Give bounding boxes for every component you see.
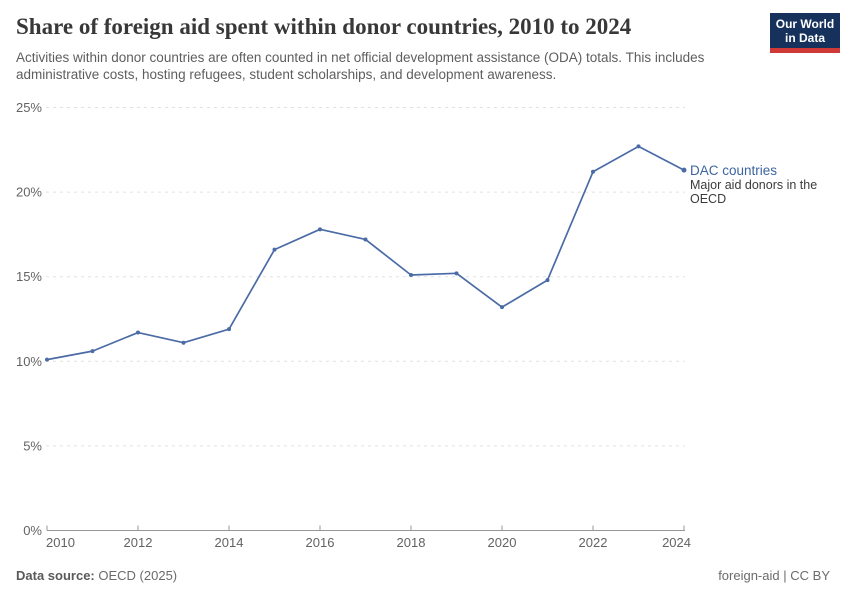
- y-tick-label-20: 20%: [16, 185, 42, 200]
- data-point-2018[interactable]: [409, 273, 413, 278]
- footer-link-cc-by[interactable]: CC BY: [790, 568, 830, 583]
- x-tick-label-2014: 2014: [215, 535, 244, 550]
- y-tick-label-15: 15%: [16, 269, 42, 284]
- y-tick-label-0: 0%: [23, 523, 42, 538]
- logo-text-line2: in Data: [784, 30, 825, 45]
- data-source: Data source: OECD (2025): [16, 568, 177, 583]
- data-point-2011[interactable]: [90, 349, 95, 354]
- data-point-2021[interactable]: [545, 278, 550, 283]
- data-point-2015[interactable]: [272, 247, 277, 252]
- data-point-2020[interactable]: [500, 305, 504, 310]
- data-point-2022[interactable]: [591, 169, 595, 174]
- y-tick-label-5: 5%: [23, 438, 42, 453]
- page-title: Share of foreign aid spent within donor …: [16, 14, 632, 39]
- y-tick-label-10: 10%: [16, 354, 42, 369]
- series-description-line-2: OECD: [690, 192, 726, 206]
- chart-footer: Data source: OECD (2025) foreign-aid | C…: [16, 568, 830, 583]
- owid-logo[interactable]: Our World in Data: [770, 13, 840, 53]
- data-point-2019[interactable]: [454, 271, 459, 276]
- x-tick-label-2016: 2016: [306, 535, 335, 550]
- data-source-value: OECD (2025): [98, 568, 178, 583]
- data-point-2012[interactable]: [136, 330, 140, 335]
- y-tick-label-25: 25%: [16, 100, 42, 115]
- logo-text-line1: Our World: [775, 16, 835, 31]
- x-tick-label-2024: 2024: [662, 535, 691, 550]
- data-point-2013[interactable]: [181, 340, 186, 345]
- data-line-dac-countries[interactable]: [46, 145, 685, 361]
- data-point-2014[interactable]: [227, 327, 231, 332]
- footer-link-foreign-aid[interactable]: foreign-aid: [718, 568, 780, 583]
- x-tick-label-2018: 2018: [397, 535, 426, 550]
- data-point-2016[interactable]: [318, 227, 322, 232]
- license-note: foreign-aid | CC BY: [718, 568, 830, 583]
- series-description-line-1: Major aid donors in the: [690, 178, 817, 192]
- footer-separator: |: [783, 568, 787, 583]
- data-point-2010[interactable]: [45, 357, 49, 362]
- series-label-dac-countries[interactable]: DAC countries: [690, 163, 777, 178]
- data-point-2023[interactable]: [636, 144, 641, 149]
- data-source-label: Data source:: [16, 568, 95, 583]
- data-point-2024[interactable]: [681, 167, 687, 173]
- x-tick-label-2012: 2012: [124, 535, 153, 550]
- x-tick-label-2020: 2020: [488, 535, 517, 550]
- x-tick-label-2022: 2022: [579, 535, 608, 550]
- x-tick-label-2010: 2010: [46, 535, 75, 550]
- chart-subtitle: Activities within donor countries are of…: [16, 50, 705, 82]
- data-point-2017[interactable]: [363, 237, 368, 242]
